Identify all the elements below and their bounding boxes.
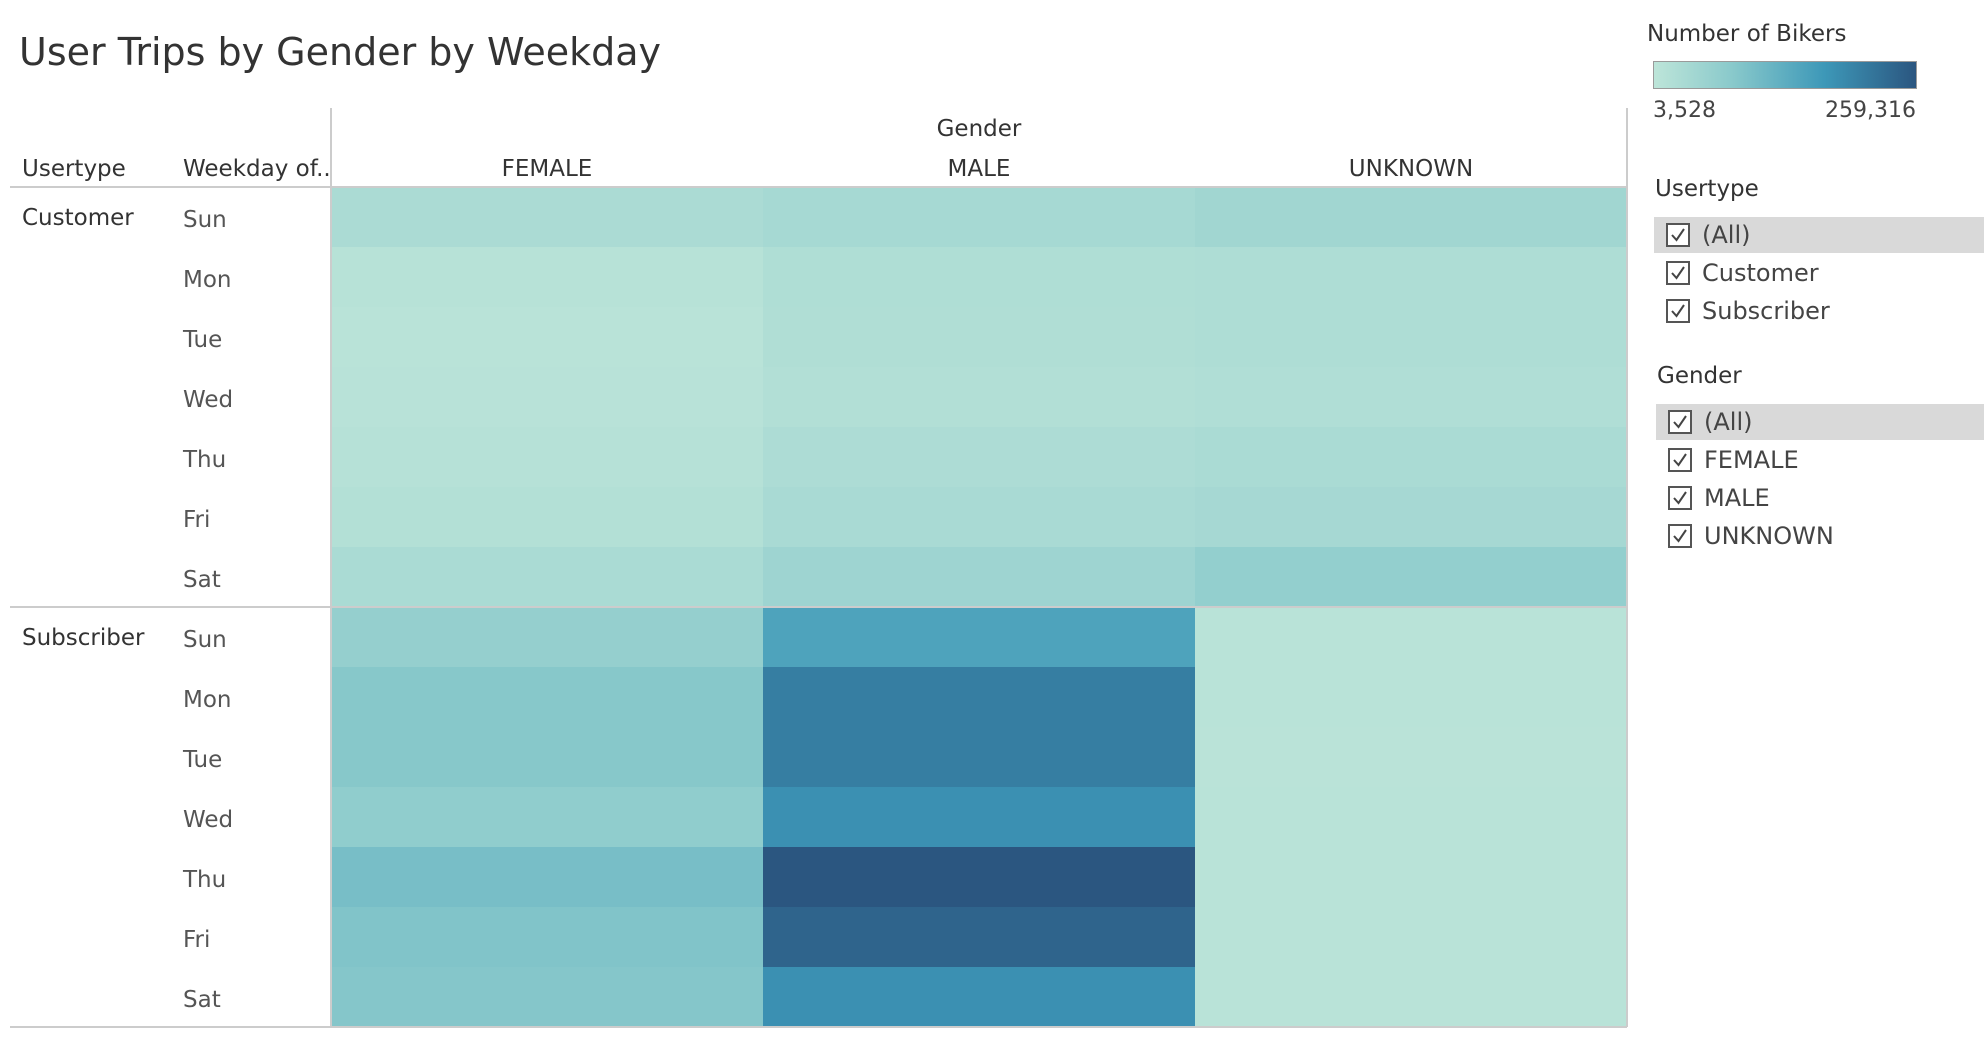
gender-filter-all[interactable]: (All) <box>1656 404 1984 440</box>
weekday-label: Sat <box>183 567 221 593</box>
filter-item-label: Subscriber <box>1702 297 1830 325</box>
heatmap-cell <box>1195 907 1627 967</box>
heatmap-cell <box>763 907 1195 967</box>
checkbox-icon[interactable] <box>1668 486 1692 510</box>
heatmap-cell <box>763 487 1195 547</box>
filter-item-label: UNKNOWN <box>1704 522 1834 550</box>
chart-title: User Trips by Gender by Weekday <box>19 30 661 74</box>
heatmap-cell <box>763 847 1195 907</box>
heatmap-cell <box>1195 967 1627 1027</box>
heatmap-cell <box>763 667 1195 727</box>
gender-filter-unknown[interactable]: UNKNOWN <box>1656 518 1984 554</box>
column-label-female: FEMALE <box>502 156 593 182</box>
heatmap-cell <box>1195 307 1627 367</box>
heatmap-cell <box>1195 247 1627 307</box>
usertype-filter-customer[interactable]: Customer <box>1654 255 1984 291</box>
checkbox-icon[interactable] <box>1668 410 1692 434</box>
heatmap-cell <box>331 847 763 907</box>
heatmap-cell <box>331 307 763 367</box>
heatmap-cell <box>331 187 763 247</box>
filter-item-label: Customer <box>1702 259 1819 287</box>
heatmap-cell <box>331 547 763 607</box>
heatmap-cell <box>763 607 1195 667</box>
row-header-usertype: Usertype <box>22 156 126 182</box>
filter-item-label: (All) <box>1704 408 1753 436</box>
heatmap-cell <box>1195 187 1627 247</box>
heatmap-cell <box>763 967 1195 1027</box>
usertype-label-customer: Customer <box>22 205 134 231</box>
weekday-label: Thu <box>182 867 226 893</box>
checkbox-icon[interactable] <box>1666 261 1690 285</box>
heatmap-cell <box>331 247 763 307</box>
heatmap-cell <box>1195 607 1627 667</box>
gender-filter-male[interactable]: MALE <box>1656 480 1984 516</box>
color-legend-title: Number of Bikers <box>1647 21 1847 47</box>
heatmap-cell <box>763 247 1195 307</box>
heatmap-cell <box>1195 847 1627 907</box>
heatmap-cell <box>331 667 763 727</box>
heatmap-cell <box>331 427 763 487</box>
weekday-label: Mon <box>183 687 232 713</box>
heatmap-cell <box>763 187 1195 247</box>
weekday-label: Tue <box>182 327 222 353</box>
heatmap-cell <box>1195 427 1627 487</box>
heatmap-cell <box>1195 487 1627 547</box>
weekday-label: Fri <box>183 507 210 533</box>
column-label-unknown: UNKNOWN <box>1349 156 1473 182</box>
weekday-label: Thu <box>182 447 226 473</box>
heatmap-cell <box>763 787 1195 847</box>
weekday-label: Wed <box>183 807 233 833</box>
row-header-weekday: Weekday of.. <box>183 156 331 182</box>
weekday-label: Sat <box>183 987 221 1013</box>
heatmap-cell <box>331 487 763 547</box>
weekday-label: Sun <box>183 207 227 233</box>
weekday-label: Wed <box>183 387 233 413</box>
heatmap-cell <box>1195 667 1627 727</box>
heatmap-cell <box>331 907 763 967</box>
column-dimension-label: Gender <box>937 116 1022 142</box>
heatmap-cell <box>331 967 763 1027</box>
checkbox-icon[interactable] <box>1666 299 1690 323</box>
heatmap-cell <box>763 427 1195 487</box>
color-legend-min: 3,528 <box>1653 98 1716 123</box>
heatmap-cell <box>331 607 763 667</box>
heatmap-cell <box>331 787 763 847</box>
filter-item-label: FEMALE <box>1704 446 1799 474</box>
heatmap-cell <box>331 727 763 787</box>
side-panel: Number of Bikers 3,528 259,316 Usertype … <box>1640 0 1984 1064</box>
heatmap-cell <box>1195 787 1627 847</box>
heatmap-cell <box>763 367 1195 427</box>
weekday-label: Tue <box>182 747 222 773</box>
checkbox-icon[interactable] <box>1668 524 1692 548</box>
heatmap-cell <box>331 367 763 427</box>
usertype-label-subscriber: Subscriber <box>22 625 145 651</box>
color-legend-max: 259,316 <box>1825 98 1916 123</box>
weekday-label: Fri <box>183 927 210 953</box>
heatmap-cell <box>763 727 1195 787</box>
heatmap-chart: User Trips by Gender by Weekday Gender Us… <box>10 30 1628 1028</box>
gender-filter-female[interactable]: FEMALE <box>1656 442 1984 478</box>
weekday-label: Sun <box>183 627 227 653</box>
weekday-label: Mon <box>183 267 232 293</box>
heatmap-cell <box>763 547 1195 607</box>
usertype-filter-all[interactable]: (All) <box>1654 217 1984 253</box>
filter-item-label: MALE <box>1704 484 1770 512</box>
filter-item-label: (All) <box>1702 221 1751 249</box>
heatmap-cell <box>1195 547 1627 607</box>
checkbox-icon[interactable] <box>1666 223 1690 247</box>
gender-filter-title: Gender <box>1657 363 1742 389</box>
heatmap-cell <box>763 307 1195 367</box>
heatmap-svg: Gender Usertype Weekday of.. FEMALE MALE UNKN… <box>10 108 1628 1028</box>
heatmap-cell <box>1195 367 1627 427</box>
usertype-filter-title: Usertype <box>1655 176 1759 202</box>
usertype-filter-subscriber[interactable]: Subscriber <box>1654 293 1984 329</box>
column-label-male: MALE <box>948 156 1011 182</box>
color-legend-bar <box>1653 61 1917 89</box>
checkbox-icon[interactable] <box>1668 448 1692 472</box>
heatmap-cell <box>1195 727 1627 787</box>
